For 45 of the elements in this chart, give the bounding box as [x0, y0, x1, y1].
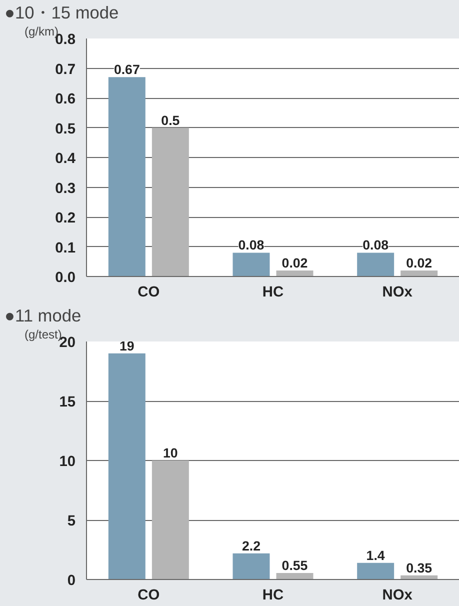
data-label: 0.5 — [161, 112, 180, 128]
y-tick-label: 0.2 — [55, 210, 76, 226]
data-label: 0.35 — [406, 560, 433, 576]
bar — [357, 252, 394, 276]
bar — [152, 460, 189, 580]
x-tick-label: NOx — [382, 284, 414, 300]
y-tick-label: 0.7 — [55, 62, 76, 78]
bar — [276, 270, 314, 276]
bar — [108, 353, 146, 580]
data-label: 0.02 — [406, 256, 432, 271]
y-tick-label: 0.4 — [55, 151, 76, 167]
bar — [232, 252, 270, 276]
data-label: 2.2 — [242, 538, 261, 554]
data-label: 0.08 — [238, 238, 264, 253]
data-label: 0.55 — [282, 558, 308, 573]
x-tick-label: HC — [262, 588, 284, 604]
y-tick-label: 20 — [59, 335, 76, 351]
x-tick-label: NOx — [382, 588, 414, 604]
data-label: 19 — [119, 338, 134, 354]
x-tick-label: CO — [138, 588, 160, 604]
y-tick-label: 0 — [67, 573, 76, 589]
data-label: 10 — [163, 446, 178, 460]
bar — [357, 562, 394, 580]
bar — [276, 572, 314, 580]
y-tick-label: 0.1 — [55, 240, 76, 256]
y-tick-label: 0.3 — [55, 180, 76, 197]
x-tick-label: CO — [138, 284, 160, 300]
y-tick-label: 0.5 — [55, 121, 76, 138]
y-tick-label: 10 — [59, 454, 76, 470]
x-tick-label: HC — [262, 284, 284, 300]
data-label: 1.4 — [366, 548, 386, 563]
data-label: 0.02 — [282, 256, 308, 271]
y-tick-label: 15 — [59, 394, 76, 410]
data-label: 0.67 — [114, 62, 140, 78]
chart-title: ●10・15 mode — [4, 2, 119, 22]
chart-title: ●11 mode — [4, 306, 82, 326]
bar — [232, 553, 270, 580]
y-axis-title: (g/test) — [24, 328, 62, 342]
bar — [152, 128, 189, 276]
data-label: 0.08 — [362, 238, 389, 253]
y-tick-label: 0.0 — [55, 270, 76, 286]
bar — [400, 270, 438, 276]
bar — [108, 77, 146, 276]
y-tick-label: 0.6 — [55, 92, 76, 108]
y-tick-label: 5 — [67, 514, 76, 530]
